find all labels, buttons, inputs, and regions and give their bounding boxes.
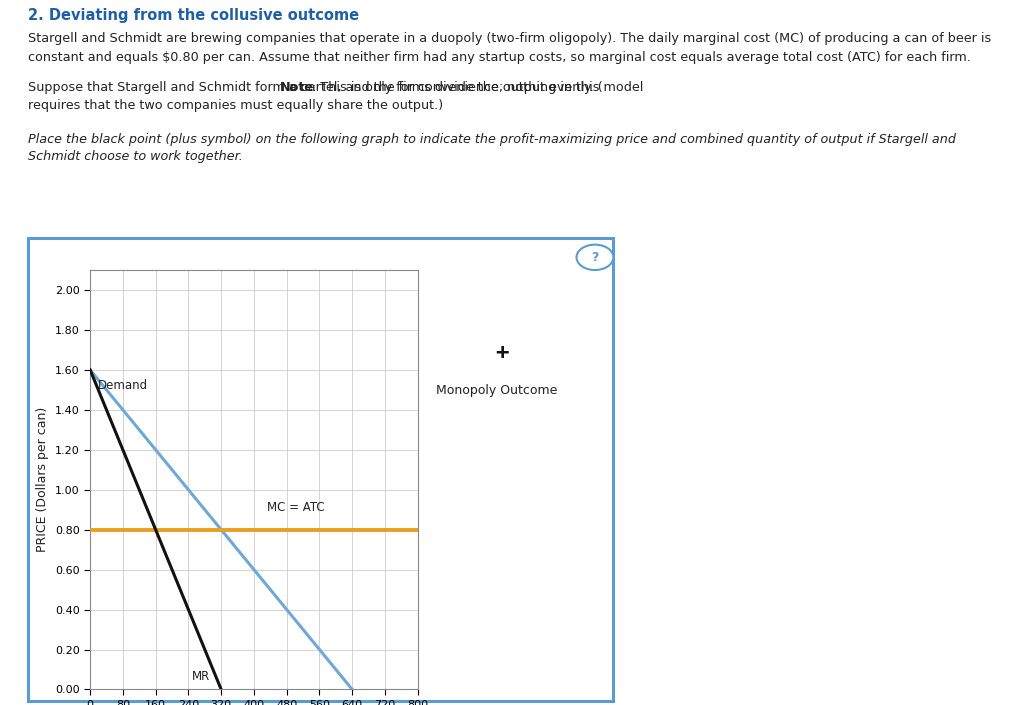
Text: Monopoly Outcome: Monopoly Outcome (436, 384, 557, 397)
Text: Schmidt choose to work together.: Schmidt choose to work together. (28, 150, 243, 163)
Text: MR: MR (191, 670, 210, 684)
Text: requires that the two companies must equally share the output.): requires that the two companies must equ… (28, 99, 442, 111)
Text: Stargell and Schmidt are brewing companies that operate in a duopoly (two-firm o: Stargell and Schmidt are brewing compani… (28, 32, 991, 44)
Text: ?: ? (591, 251, 599, 264)
Text: : This is only for convenience; nothing in this model: : This is only for convenience; nothing … (312, 81, 644, 94)
Text: Suppose that Stargell and Schmidt form a cartel, and the firms divide the output: Suppose that Stargell and Schmidt form a… (28, 81, 602, 94)
Text: Note: Note (280, 81, 313, 94)
Text: Demand: Demand (97, 379, 147, 392)
Text: MC = ATC: MC = ATC (267, 501, 325, 514)
Text: 2. Deviating from the collusive outcome: 2. Deviating from the collusive outcome (28, 8, 358, 23)
Text: Place the black point (plus symbol) on the following graph to indicate the profi: Place the black point (plus symbol) on t… (28, 133, 955, 145)
Y-axis label: PRICE (Dollars per can): PRICE (Dollars per can) (37, 407, 49, 553)
Text: constant and equals $0.80 per can. Assume that neither firm had any startup cost: constant and equals $0.80 per can. Assum… (28, 51, 971, 63)
Text: +: + (495, 343, 509, 362)
